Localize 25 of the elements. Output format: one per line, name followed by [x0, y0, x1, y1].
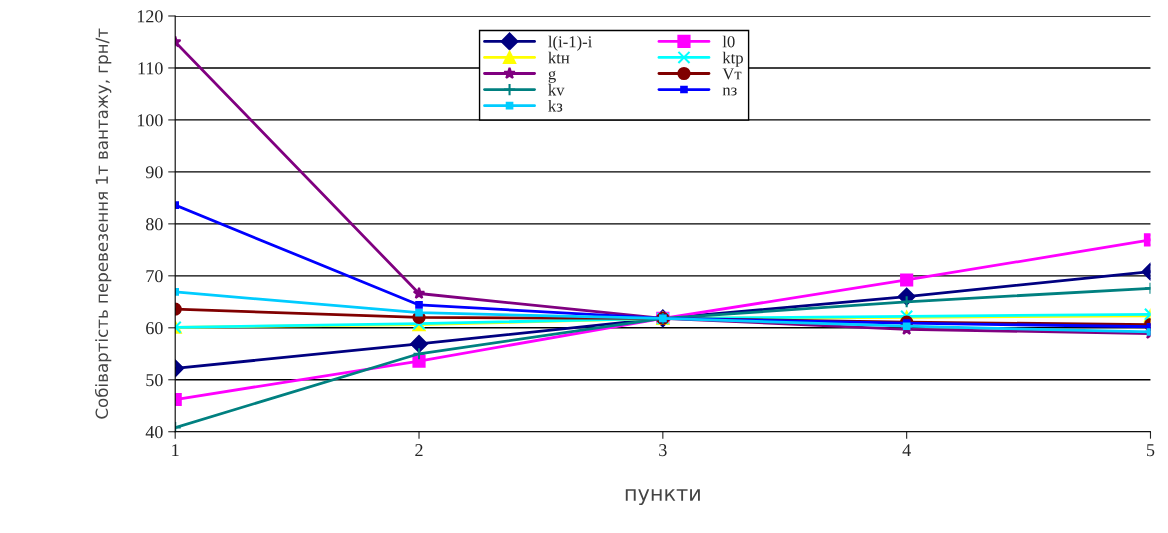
- legend-label: g: [548, 70, 556, 83]
- legend-label: Vт: [722, 68, 742, 80]
- legend-label: l(i-1)-i: [548, 35, 592, 51]
- y-tick-label: 80: [146, 218, 163, 231]
- y-tick-label: 70: [146, 270, 163, 283]
- y-tick-label: 110: [138, 62, 163, 75]
- x-tick-label: 4: [902, 444, 911, 457]
- legend-label: ktр: [722, 51, 743, 67]
- legend-label: kv: [548, 83, 565, 96]
- y-tick-label: 90: [145, 166, 163, 179]
- y-tick-label: 40: [145, 425, 163, 439]
- legend-label: kз: [548, 99, 563, 112]
- x-tick-label: 2: [415, 444, 423, 457]
- y-tick-label: 60: [146, 322, 163, 335]
- legend-label: l0: [722, 35, 735, 48]
- x-tick-label: 3: [659, 444, 667, 457]
- y-tick-label: 50: [146, 374, 163, 387]
- y-tick-label: 100: [137, 114, 163, 127]
- y-tick-label: 120: [137, 10, 163, 23]
- y-axis-title: Собівартість перевезення 1т вантажу, грн/т: [94, 28, 112, 419]
- x-tick-label: 1: [172, 444, 179, 457]
- legend-label: nз: [722, 87, 737, 96]
- x-tick-label: 5: [1147, 444, 1155, 457]
- legend-label: ktн: [548, 51, 570, 64]
- x-axis-title: пункти: [625, 489, 700, 506]
